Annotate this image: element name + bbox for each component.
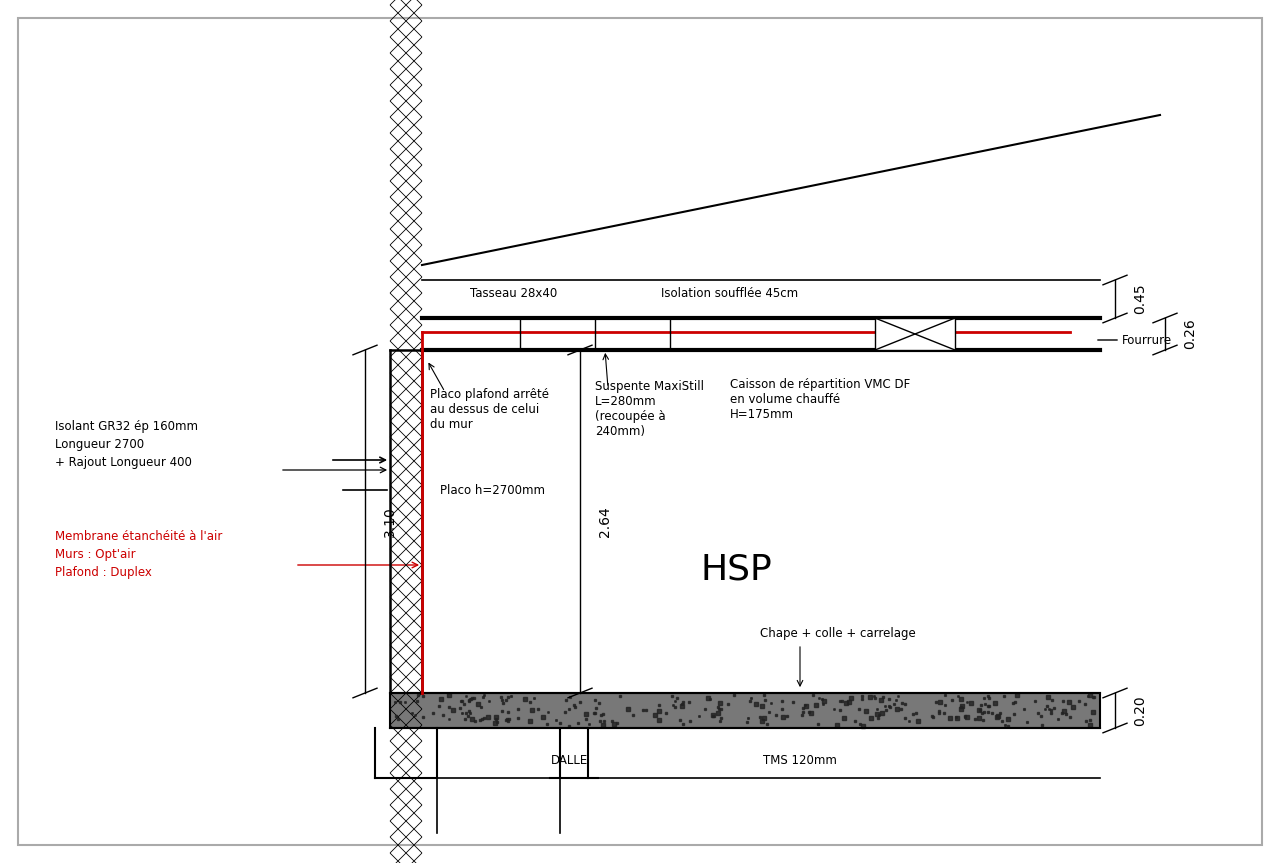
Bar <box>390 350 422 693</box>
Text: DALLE: DALLE <box>552 753 589 766</box>
Text: Placo plafond arrêté
au dessus de celui
du mur: Placo plafond arrêté au dessus de celui … <box>430 388 549 431</box>
Text: Chape + colle + carrelage: Chape + colle + carrelage <box>760 627 915 640</box>
Text: 0.20: 0.20 <box>1133 696 1147 726</box>
Text: TMS 120mm: TMS 120mm <box>763 753 837 766</box>
Text: 3.10: 3.10 <box>383 506 397 537</box>
Bar <box>876 318 955 350</box>
Text: Isolant GR32 ép 160mm
Longueur 2700
+ Rajout Longueur 400: Isolant GR32 ép 160mm Longueur 2700 + Ra… <box>55 420 198 469</box>
Text: 0.45: 0.45 <box>1133 284 1147 314</box>
Text: Placo h=2700mm: Placo h=2700mm <box>440 483 545 496</box>
Text: Suspente MaxiStill
L=280mm
(recoupée à
240mm): Suspente MaxiStill L=280mm (recoupée à 2… <box>595 380 704 438</box>
Bar <box>390 693 1100 728</box>
Text: Fourrure: Fourrure <box>1123 333 1172 347</box>
Text: 0.26: 0.26 <box>1183 318 1197 350</box>
Text: Membrane étanchéité à l'air
Murs : Opt'air
Plafond : Duplex: Membrane étanchéité à l'air Murs : Opt'a… <box>55 530 223 579</box>
Text: Tasseau 28x40: Tasseau 28x40 <box>470 287 557 300</box>
Text: Caisson de répartition VMC DF
en volume chauffé
H=175mm: Caisson de répartition VMC DF en volume … <box>730 378 910 421</box>
Text: 2.64: 2.64 <box>598 506 612 537</box>
Text: HSP: HSP <box>700 553 772 587</box>
Text: Isolation soufflée 45cm: Isolation soufflée 45cm <box>662 287 799 300</box>
